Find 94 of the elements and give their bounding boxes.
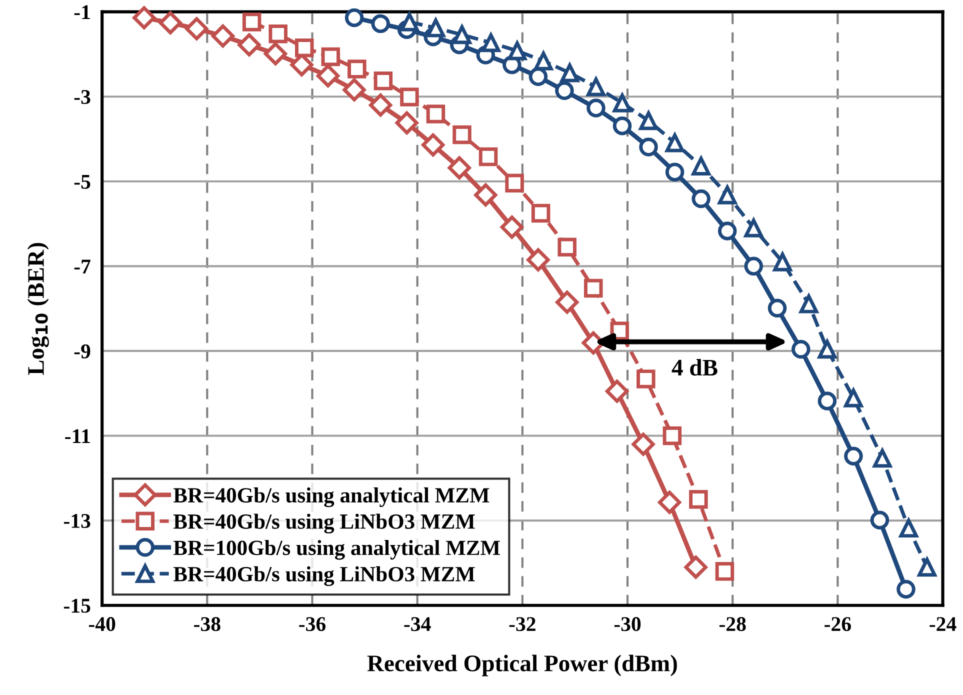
legend-label: BR=40Gb/s using LiNbO3 MZM: [173, 514, 475, 534]
point: [665, 133, 684, 152]
point: [612, 116, 632, 136]
x-tick-label: -34: [404, 617, 431, 632]
point: [505, 174, 524, 192]
x-tick-label: -30: [614, 617, 641, 632]
point: [526, 248, 550, 272]
point: [316, 64, 340, 88]
point: [639, 111, 658, 130]
point: [242, 12, 262, 32]
point: [482, 33, 500, 52]
y-tick-label: -3: [74, 90, 90, 104]
point: [268, 24, 288, 44]
point: [665, 162, 684, 182]
point: [582, 331, 605, 354]
point: [556, 290, 579, 314]
point: [692, 156, 710, 176]
point: [294, 38, 314, 58]
point: [715, 562, 734, 581]
point: [844, 446, 863, 466]
point: [560, 63, 580, 82]
point: [818, 392, 837, 410]
point: [344, 8, 364, 28]
point: [321, 47, 340, 66]
legend-label: BR=40Gb/s using LiNbO3 MZM: [173, 566, 475, 586]
point: [400, 88, 419, 106]
point: [818, 340, 837, 359]
point: [132, 6, 156, 30]
x-tick-label: -38: [194, 617, 220, 632]
point: [371, 14, 390, 34]
point: [395, 111, 418, 134]
point: [639, 138, 658, 156]
point: [342, 78, 366, 102]
point: [662, 426, 682, 446]
x-axis-title: Received Optical Power (dBm): [367, 654, 677, 676]
point: [348, 60, 366, 78]
point: [211, 24, 234, 48]
point: [636, 370, 656, 388]
point: [158, 11, 182, 34]
point: [426, 104, 446, 124]
y-tick-label: -13: [64, 514, 90, 528]
point: [500, 216, 524, 239]
point: [584, 278, 603, 298]
point: [586, 98, 606, 118]
point: [508, 41, 527, 60]
y-tick-label: -5: [74, 174, 90, 189]
point: [528, 67, 548, 86]
point: [844, 388, 863, 408]
x-tick-label: -32: [509, 617, 536, 632]
point: [374, 72, 393, 90]
point: [744, 218, 763, 238]
point: [448, 156, 471, 180]
point: [478, 147, 498, 166]
point: [452, 25, 472, 44]
point: [558, 238, 576, 256]
point: [238, 33, 261, 56]
x-tick-label: -40: [88, 617, 116, 632]
point: [185, 17, 208, 40]
annotation: 4 dB: [672, 359, 718, 376]
point: [632, 432, 655, 456]
y-tick-label: -15: [64, 598, 90, 613]
point: [422, 133, 445, 156]
y-tick-label: -7: [74, 260, 90, 274]
point: [474, 183, 498, 207]
point: [872, 448, 892, 468]
y-tick-label: -11: [65, 429, 90, 443]
point: [744, 256, 763, 276]
point: [586, 77, 606, 96]
point: [684, 556, 708, 579]
point: [555, 81, 574, 100]
point: [870, 510, 890, 530]
y-tick-label: -1: [74, 5, 90, 20]
legend-label: BR=40Gb/s using analytical MZM: [173, 487, 490, 508]
point: [896, 580, 916, 599]
y-tick-label: -9: [74, 344, 90, 358]
point: [692, 189, 710, 208]
point: [792, 340, 810, 359]
point: [605, 380, 629, 403]
point: [369, 94, 392, 117]
point: [918, 558, 936, 577]
point: [531, 204, 550, 223]
legend-label: BR=100Gb/s using analytical MZM: [173, 540, 500, 560]
point: [658, 490, 682, 514]
x-tick-label: -28: [719, 617, 746, 632]
point: [689, 490, 708, 509]
point: [899, 518, 918, 538]
point: [452, 125, 472, 144]
point: [718, 222, 737, 240]
x-tick-label: -26: [824, 617, 851, 632]
point: [768, 298, 787, 318]
y-axis-title: Log$_{10}$ (BER): [27, 243, 49, 375]
x-tick-label: -36: [299, 617, 326, 632]
point: [264, 42, 288, 66]
x-tick-label: -24: [930, 617, 956, 631]
